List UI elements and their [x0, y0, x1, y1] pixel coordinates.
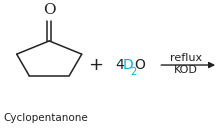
Text: 2: 2	[130, 67, 137, 77]
Text: O: O	[43, 3, 56, 17]
Text: reflux: reflux	[170, 53, 202, 63]
Text: O: O	[134, 58, 145, 72]
Text: KOD: KOD	[174, 65, 198, 75]
Text: +: +	[88, 56, 103, 74]
Text: Cyclopentanone: Cyclopentanone	[3, 113, 88, 123]
Text: D: D	[123, 58, 133, 72]
Text: 4: 4	[115, 58, 124, 72]
